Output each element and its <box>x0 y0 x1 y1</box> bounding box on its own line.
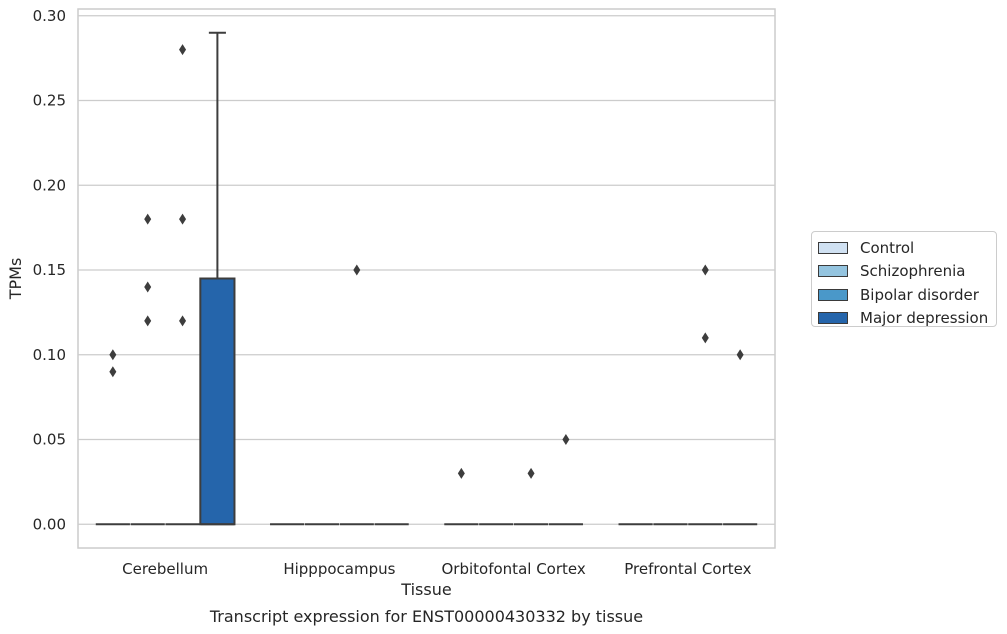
outlier-point <box>109 366 117 378</box>
y-tick-label: 0.05 <box>33 431 66 449</box>
x-axis-label: Tissue <box>400 580 451 599</box>
chart-title: Transcript expression for ENST0000043033… <box>209 607 643 626</box>
box-bipolar-disorder <box>513 467 549 526</box>
legend-entry: Bipolar disorder <box>818 283 996 307</box>
y-tick-label: 0.15 <box>33 261 66 279</box>
legend-label: Control <box>860 238 915 257</box>
legend-label: Bipolar disorder <box>860 285 979 304</box>
x-tick-label: Cerebellum <box>122 560 208 578</box>
box-schizophrenia <box>130 213 165 526</box>
legend-entry: Schizophrenia <box>818 260 996 284</box>
y-tick-label: 0.25 <box>33 92 66 110</box>
box-bipolar-disorder <box>165 44 200 526</box>
y-tick-label: 0.10 <box>33 346 66 364</box>
outlier-point <box>736 349 744 361</box>
outlier-point <box>457 467 465 479</box>
box-bipolar-disorder <box>339 264 374 526</box>
y-tick-label: 0.30 <box>33 7 66 25</box>
x-tick-label: Hipppocampus <box>283 560 395 578</box>
legend-entry: Major depression <box>818 307 996 331</box>
outlier-point <box>179 44 187 56</box>
y-axis-ticks: 0.00 0.05 0.10 0.15 0.20 0.25 0.30 <box>33 7 66 533</box>
box-major-depression <box>723 349 758 526</box>
gridlines <box>78 15 775 525</box>
outlier-point <box>527 467 535 479</box>
outlier-point <box>179 213 187 225</box>
y-tick-label: 0.20 <box>33 176 66 194</box>
legend-label: Major depression <box>860 309 989 328</box>
box-bipolar-disorder <box>688 264 723 526</box>
outlier-point <box>144 281 152 293</box>
box-series <box>95 31 758 526</box>
outlier-point <box>109 349 117 361</box>
legend-swatch <box>818 312 848 325</box>
legend-entry: Control <box>818 236 996 260</box>
outlier-point <box>701 332 709 344</box>
legend: Control Schizophrenia Bipolar disorder Majo… <box>811 231 997 327</box>
outlier-point <box>179 315 187 327</box>
outlier-point <box>562 434 570 446</box>
legend-swatch <box>818 241 848 254</box>
box-major-depression <box>199 31 236 526</box>
legend-swatch <box>818 288 848 301</box>
x-axis-ticks: Cerebellum Hipppocampus Orbitofontal Corte… <box>122 560 751 578</box>
y-axis-label: TPMs <box>6 258 25 301</box>
outlier-point <box>144 213 152 225</box>
box-body <box>199 277 236 526</box>
box-control <box>444 467 479 526</box>
outlier-point <box>701 264 709 276</box>
y-tick-label: 0.00 <box>33 515 66 533</box>
x-tick-label: Orbitofontal Cortex <box>442 560 586 578</box>
legend-label: Schizophrenia <box>860 262 966 281</box>
legend-swatch <box>818 265 848 278</box>
outlier-point <box>144 315 152 327</box>
outlier-point <box>353 264 361 276</box>
x-tick-label: Prefrontal Cortex <box>624 560 751 578</box>
box-control <box>95 349 130 526</box>
plot-frame <box>77 8 776 549</box>
box-major-depression <box>548 434 583 526</box>
